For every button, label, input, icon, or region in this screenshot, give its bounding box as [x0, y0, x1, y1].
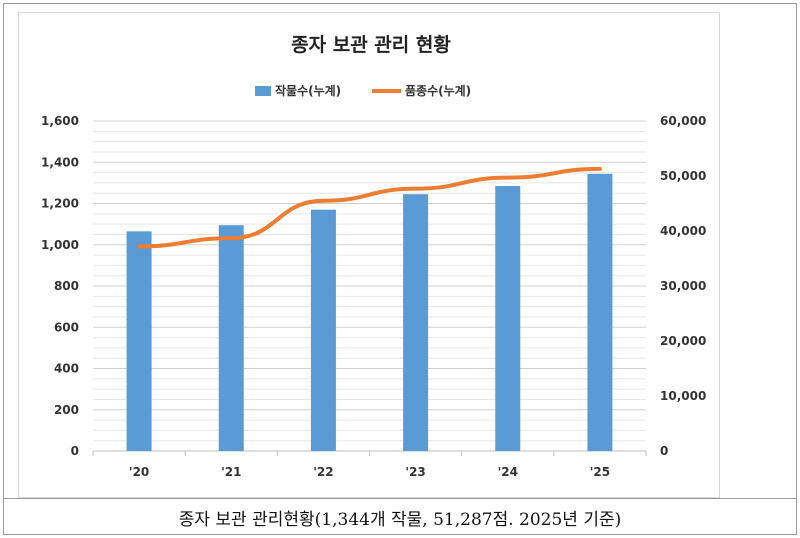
chart-title: 종자 보관 관리 현황 [291, 33, 451, 56]
left-axis-tick-label: 1,600 [41, 114, 79, 128]
legend-line-label: 품종수(누계) [405, 83, 471, 98]
x-axis-tick-label: '25 [590, 465, 610, 479]
x-axis-tick-label: '22 [313, 465, 333, 479]
right-axis-tick-label: 30,000 [660, 279, 706, 293]
x-axis-tick-label: '23 [405, 465, 425, 479]
left-axis-tick-label: 800 [54, 279, 79, 293]
x-axis-tick-label: '24 [498, 465, 518, 479]
left-axis-tick-label: 1,000 [41, 238, 79, 252]
right-axis-tick-label: 0 [660, 444, 668, 458]
left-axis-tick-label: 400 [54, 362, 79, 376]
left-axis-tick-label: 1,400 [41, 155, 79, 169]
left-axis-tick-label: 200 [54, 403, 79, 417]
left-axis-tick-label: 0 [71, 444, 79, 458]
bar-1 [218, 225, 244, 451]
figure-caption: 종자 보관 관리현황(1,344개 작물, 51,287점. 2025년 기준) [178, 509, 622, 530]
x-axis-tick-label: '20 [129, 465, 149, 479]
left-axis-tick-label: 1,200 [41, 197, 79, 211]
left-axis-tick-label: 600 [54, 320, 79, 334]
x-axis-tick-label: '21 [221, 465, 241, 479]
bar-0 [126, 231, 152, 451]
legend-bar-swatch [255, 86, 271, 96]
line-series-varieties [137, 166, 602, 249]
right-axis-tick-label: 60,000 [660, 114, 706, 128]
bar-5 [587, 173, 613, 452]
bar-3 [403, 194, 429, 451]
bar-4 [495, 185, 521, 451]
legend-bar-label: 작물수(누계) [275, 83, 341, 98]
bar-2 [310, 209, 336, 451]
right-axis-tick-label: 40,000 [660, 224, 706, 238]
right-axis-tick-label: 20,000 [660, 334, 706, 348]
right-axis-tick-label: 10,000 [660, 389, 706, 403]
right-axis-tick-label: 50,000 [660, 169, 706, 183]
caption-divider [4, 498, 796, 499]
